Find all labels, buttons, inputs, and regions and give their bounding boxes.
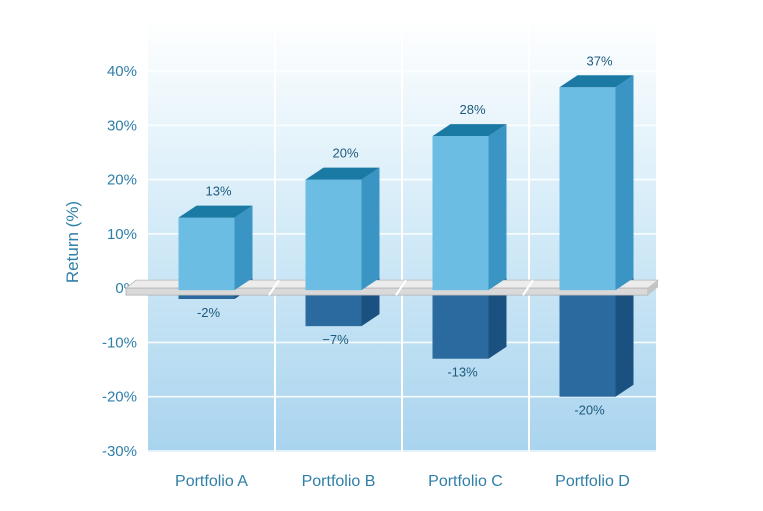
- positive-bar-side: [488, 124, 507, 291]
- positive-data-label: 28%: [459, 102, 485, 117]
- x-category-label: Portfolio A: [175, 473, 248, 490]
- positive-bar-side: [234, 205, 253, 291]
- negative-bar: [432, 288, 489, 359]
- x-category-label: Portfolio B: [302, 473, 376, 490]
- plate-separator: [522, 279, 534, 296]
- x-category-label: Portfolio D: [555, 473, 630, 490]
- x-category-label: Portfolio C: [428, 473, 503, 490]
- negative-bar: [559, 288, 616, 397]
- positive-bar: [432, 136, 489, 291]
- positive-bar-top: [432, 124, 507, 137]
- y-axis-label: Return (%): [63, 201, 82, 283]
- positive-bar-top: [305, 167, 380, 180]
- y-tick-label: -20%: [102, 389, 137, 406]
- positive-data-label: 37%: [586, 53, 612, 68]
- negative-bar-side: [488, 276, 507, 359]
- negative-data-label: -13%: [447, 365, 478, 380]
- negative-data-label: −7%: [322, 332, 349, 347]
- negative-data-label: -2%: [197, 305, 221, 320]
- plate-separator: [268, 279, 280, 296]
- y-tick-label: -10%: [102, 334, 137, 351]
- positive-bar-side: [361, 167, 380, 291]
- positive-bar-top: [559, 75, 634, 88]
- negative-data-label: -20%: [574, 403, 605, 418]
- y-tick-label: 40%: [107, 63, 137, 80]
- y-tick-label: 30%: [107, 117, 137, 134]
- y-tick-label: 20%: [107, 172, 137, 189]
- positive-bar: [178, 217, 235, 291]
- y-tick-label: -30%: [102, 443, 137, 460]
- plate-separator: [395, 279, 407, 296]
- positive-data-label: 20%: [332, 146, 358, 161]
- positive-bar: [305, 179, 362, 291]
- baseline-plate-side: [648, 280, 658, 296]
- y-tick-label: 10%: [107, 226, 137, 243]
- negative-bar-side: [615, 276, 634, 397]
- positive-bar-side: [615, 75, 634, 291]
- positive-data-label: 13%: [205, 184, 231, 199]
- positive-bar: [559, 87, 616, 291]
- positive-bar-top: [178, 205, 253, 218]
